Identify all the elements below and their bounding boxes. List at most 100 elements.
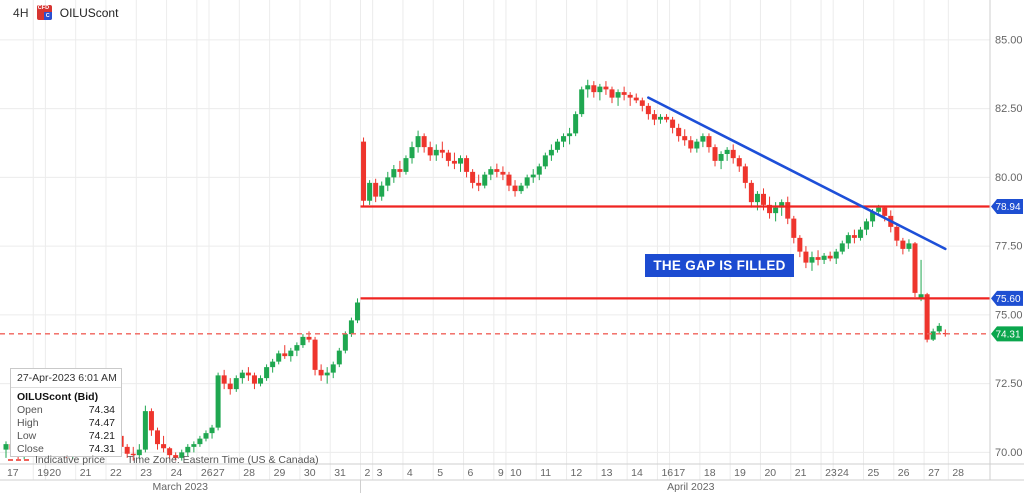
candle-body-up bbox=[839, 243, 845, 252]
candle-body-down bbox=[706, 136, 712, 148]
tooltip-symbol: OILUScont (Bid) bbox=[17, 391, 99, 403]
candle-body-up bbox=[415, 136, 421, 148]
price-level-74.31[interactable]: 74.31 bbox=[0, 326, 1023, 342]
candle-body-up bbox=[554, 141, 560, 150]
timeframe-selector[interactable]: 4H bbox=[13, 5, 29, 20]
candle-body-up bbox=[918, 294, 924, 299]
x-axis-tick: 20 bbox=[49, 467, 61, 479]
tooltip-row-close: Close 74.31 bbox=[17, 443, 115, 455]
candle-body-up bbox=[936, 325, 942, 332]
candle-body-down bbox=[676, 127, 682, 137]
x-axis-tick: 10 bbox=[510, 467, 522, 479]
candle-body-down bbox=[124, 446, 130, 454]
candle-body-up bbox=[330, 364, 336, 373]
candle-body-up bbox=[657, 116, 663, 120]
candle-body-down bbox=[318, 369, 324, 376]
candle-body-up bbox=[488, 169, 494, 175]
candle-body-down bbox=[815, 257, 821, 260]
month-row: March 2023 April 2023 bbox=[153, 480, 715, 493]
candle-body-down bbox=[591, 85, 597, 93]
candle-body-up bbox=[215, 375, 221, 428]
month-label: March 2023 bbox=[153, 481, 209, 493]
candle-body-up bbox=[773, 207, 779, 214]
candle-body-up bbox=[906, 243, 912, 249]
candle-body-down bbox=[664, 116, 670, 120]
candle-body-up bbox=[724, 149, 730, 154]
x-axis-tick: 12 bbox=[571, 467, 583, 479]
price-level-78.94[interactable]: 78.94 bbox=[360, 199, 1023, 215]
candle-body-up bbox=[718, 154, 724, 161]
x-axis-tick: 14 bbox=[631, 467, 643, 479]
candle-body-down bbox=[161, 444, 167, 449]
candle-body-down bbox=[451, 160, 457, 164]
candle-body-down bbox=[148, 411, 154, 431]
candle-body-down bbox=[427, 147, 433, 156]
candle-body-down bbox=[245, 372, 251, 376]
x-axis[interactable]: 17 19 20 21 22 23 24 26 27 28 29 30 31 2 3 4 5 6 9 10 11 12 13… bbox=[7, 467, 964, 479]
candle-body-down bbox=[421, 136, 427, 148]
y-axis-tick: 82.50 bbox=[995, 103, 1023, 115]
candle-body-up bbox=[239, 372, 245, 379]
candle-body-down bbox=[651, 114, 657, 120]
x-axis-tick: 13 bbox=[601, 467, 613, 479]
candle-body-down bbox=[900, 240, 906, 249]
ohlc-tooltip: 27-Apr-2023 6:01 AM OILUScont (Bid) Open… bbox=[10, 368, 122, 457]
candle-body-up bbox=[536, 166, 542, 175]
candle-body-up bbox=[391, 169, 397, 178]
candle-body-down bbox=[785, 202, 791, 219]
candle-body-down bbox=[761, 193, 766, 205]
y-axis-tick: 72.50 bbox=[995, 378, 1023, 390]
candle-body-down bbox=[464, 158, 470, 172]
x-axis-tick: 26 bbox=[201, 467, 213, 479]
x-axis-tick: 5 bbox=[437, 467, 443, 479]
candle-body-up bbox=[233, 378, 239, 390]
candle-body-up bbox=[191, 444, 197, 447]
x-axis-tick: 28 bbox=[952, 467, 964, 479]
x-axis-tick: 24 bbox=[837, 467, 849, 479]
candle-body-down bbox=[470, 171, 476, 183]
x-axis-tick: 29 bbox=[274, 467, 286, 479]
price-level-75.60[interactable]: 75.60 bbox=[360, 290, 1023, 306]
x-axis-tick: 21 bbox=[80, 467, 92, 479]
candle-body-down bbox=[173, 455, 179, 458]
candle-body-up bbox=[324, 372, 330, 376]
candle-body-down bbox=[645, 105, 651, 115]
price-badge-value: 74.31 bbox=[995, 329, 1020, 340]
candle-body-up bbox=[433, 149, 439, 156]
candle-body-down bbox=[506, 174, 512, 186]
candle-body-down bbox=[748, 182, 754, 203]
x-axis-tick: 16 bbox=[661, 467, 673, 479]
cfd-instrument-icon: CFD C bbox=[36, 5, 52, 20]
candle-body-up bbox=[336, 350, 342, 365]
x-axis-tick: 20 bbox=[764, 467, 776, 479]
trend-line[interactable] bbox=[647, 96, 947, 251]
candle-body-up bbox=[264, 367, 270, 379]
candle-body-up bbox=[300, 336, 306, 346]
candle-body-down bbox=[221, 375, 227, 384]
candle-body-down bbox=[827, 255, 833, 259]
candle-body-up bbox=[573, 114, 579, 134]
candle-body-up bbox=[876, 207, 882, 212]
y-axis[interactable]: 85.00 82.50 80.00 77.50 75.00 72.50 70.00 bbox=[995, 34, 1023, 459]
candlestick-series[interactable] bbox=[3, 79, 948, 461]
candle-body-down bbox=[439, 149, 445, 153]
candle-body-down bbox=[712, 147, 718, 161]
candle-body-up bbox=[367, 182, 373, 201]
symbol-label: OILUScont bbox=[59, 5, 119, 20]
y-axis-tick: 80.00 bbox=[995, 172, 1023, 184]
candle-body-up bbox=[403, 158, 409, 172]
gap-filled-annotation[interactable]: THE GAP IS FILLED bbox=[645, 254, 794, 278]
candle-body-up bbox=[809, 257, 815, 263]
timezone-label: Time Zone: Eastern Time (US & Canada) bbox=[127, 454, 319, 466]
candle-body-down bbox=[736, 158, 742, 167]
candle-body-up bbox=[548, 149, 554, 156]
candle-body-down bbox=[912, 243, 918, 293]
candle-body-down bbox=[130, 453, 136, 456]
tooltip-row-low: Low 74.21 bbox=[17, 430, 115, 442]
candle-body-down bbox=[742, 166, 748, 183]
candle-body-up bbox=[342, 334, 348, 351]
x-axis-tick: 6 bbox=[468, 467, 474, 479]
candle-body-down bbox=[445, 152, 451, 161]
price-badge bbox=[991, 290, 1023, 306]
